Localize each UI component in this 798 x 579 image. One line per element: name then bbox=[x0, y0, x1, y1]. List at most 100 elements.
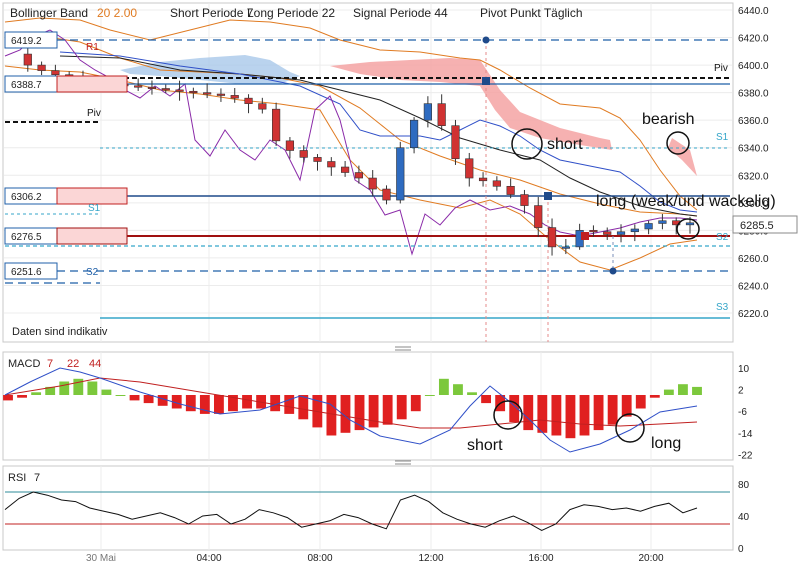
header-short-periode: Short Periode 7 bbox=[170, 6, 254, 20]
macd-bar bbox=[298, 395, 309, 420]
time-axis-label: 04:00 bbox=[196, 553, 221, 564]
candle-body bbox=[327, 161, 336, 168]
level-box-label: 6388.7 bbox=[11, 80, 42, 91]
macd-param-2: 22 bbox=[67, 358, 79, 370]
candle-body bbox=[161, 88, 170, 91]
macd-bar bbox=[284, 395, 295, 414]
macd-bar bbox=[382, 395, 393, 425]
candle-body bbox=[423, 103, 432, 121]
macd-bar bbox=[438, 378, 449, 395]
time-axis-label: 20:00 bbox=[638, 553, 663, 564]
candle-body bbox=[658, 220, 667, 224]
cloud-red-right bbox=[668, 138, 697, 176]
candle-body bbox=[354, 172, 363, 179]
price-axis-label: 6220.0 bbox=[738, 309, 769, 320]
current-price-box: 6285.5 bbox=[732, 215, 798, 234]
price-panel-frame bbox=[2, 2, 734, 343]
macd-resize-handle[interactable] bbox=[395, 346, 411, 351]
macd-bar bbox=[678, 384, 688, 395]
candle-body bbox=[216, 93, 226, 96]
macd-annotation-short: short bbox=[467, 437, 503, 454]
macd-bar bbox=[143, 395, 154, 404]
ma-black bbox=[59, 55, 698, 217]
candle-body bbox=[547, 227, 557, 248]
price-axis-label: 6380.0 bbox=[738, 89, 769, 100]
level-box-label: 6306.2 bbox=[11, 192, 42, 203]
macd-bar bbox=[467, 392, 477, 395]
time-axis-label: 08:00 bbox=[307, 553, 332, 564]
ma-blue bbox=[59, 51, 698, 213]
rsi-axis-label: 80 bbox=[738, 480, 750, 491]
marker-square-piv bbox=[482, 77, 490, 85]
macd-bar bbox=[354, 395, 365, 431]
macd-bar bbox=[635, 395, 646, 409]
annotation-circle-bearish bbox=[666, 131, 690, 155]
candle-body bbox=[37, 64, 46, 71]
chart-header: Bollinger Band 20 2.00 Short Periode 7 L… bbox=[10, 6, 583, 20]
left-label-s1: S1 bbox=[88, 203, 101, 214]
macd-bar bbox=[185, 395, 196, 412]
level-box-extension bbox=[56, 227, 128, 245]
macd-bar bbox=[171, 395, 182, 409]
candle-body bbox=[51, 70, 60, 76]
macd-axis-label: 10 bbox=[738, 364, 750, 375]
macd-bar bbox=[523, 395, 534, 431]
candle-body bbox=[492, 180, 501, 187]
macd-bar bbox=[3, 395, 13, 401]
candle-body bbox=[258, 103, 267, 110]
level-box bbox=[4, 262, 58, 280]
macd-param-1: 7 bbox=[47, 358, 53, 370]
macd-signal-line bbox=[4, 377, 698, 429]
level-box bbox=[4, 31, 58, 49]
time-axis-label: 30 Mai bbox=[86, 553, 116, 564]
candle-body bbox=[203, 92, 212, 95]
macd-bar bbox=[340, 395, 351, 433]
candle-body bbox=[644, 223, 653, 230]
price-axis-label: 6300.0 bbox=[738, 199, 769, 210]
left-label-s2: S2 bbox=[86, 267, 99, 278]
candle-body bbox=[685, 222, 695, 226]
candle-body bbox=[189, 90, 198, 94]
macd-axis-label: -14 bbox=[738, 429, 753, 440]
macd-param-3: 44 bbox=[89, 358, 101, 370]
level-box-extension bbox=[56, 75, 128, 93]
left-label-r1: R1 bbox=[86, 42, 99, 53]
rsi-axis-label: 40 bbox=[738, 512, 750, 523]
rsi-title: RSI bbox=[8, 472, 26, 484]
rsi-param: 7 bbox=[34, 472, 40, 484]
price-axis-label: 6400.0 bbox=[738, 61, 769, 72]
marker-square-level-3 bbox=[544, 192, 552, 200]
macd-annotation-long: long bbox=[651, 435, 681, 452]
macd-title: MACD bbox=[8, 358, 40, 370]
rsi-line bbox=[4, 491, 698, 531]
level-box-extension bbox=[56, 187, 128, 205]
macd-bar bbox=[607, 395, 618, 425]
rsi-resize-handle[interactable] bbox=[395, 460, 411, 465]
price-axis: 6440.0 6420.0 6400.0 6380.0 6360.0 6340.0 6320… bbox=[738, 6, 769, 320]
left-label-piv: Piv bbox=[87, 108, 101, 119]
macd-bar bbox=[368, 395, 379, 428]
macd-bar bbox=[593, 395, 604, 431]
annotation-short: short bbox=[547, 136, 583, 153]
rsi-panel-frame bbox=[2, 465, 734, 551]
disclaimer: Daten sind indikativ bbox=[12, 326, 108, 338]
price-axis-label: 6320.0 bbox=[738, 171, 769, 182]
header-bollinger-params: 20 2.00 bbox=[97, 6, 137, 20]
candle-body bbox=[520, 194, 529, 206]
macd-bar bbox=[59, 381, 70, 395]
current-price-label: 6285.5 bbox=[740, 220, 774, 232]
candle-body bbox=[175, 89, 184, 92]
macd-bar bbox=[115, 395, 126, 396]
macd-bar bbox=[73, 378, 84, 395]
candle-body bbox=[561, 246, 570, 249]
candle-body bbox=[134, 85, 143, 88]
annotation-bearish: bearish bbox=[642, 111, 694, 128]
annotation-long: long (weak/und wackelig) bbox=[596, 193, 776, 210]
macd-bar bbox=[45, 386, 56, 395]
annotation-circle-long bbox=[676, 218, 700, 240]
cloud-red bbox=[330, 58, 612, 150]
candles bbox=[23, 47, 695, 256]
candle-body bbox=[478, 177, 488, 182]
bollinger-lower bbox=[4, 65, 698, 271]
candle-body bbox=[285, 140, 295, 151]
